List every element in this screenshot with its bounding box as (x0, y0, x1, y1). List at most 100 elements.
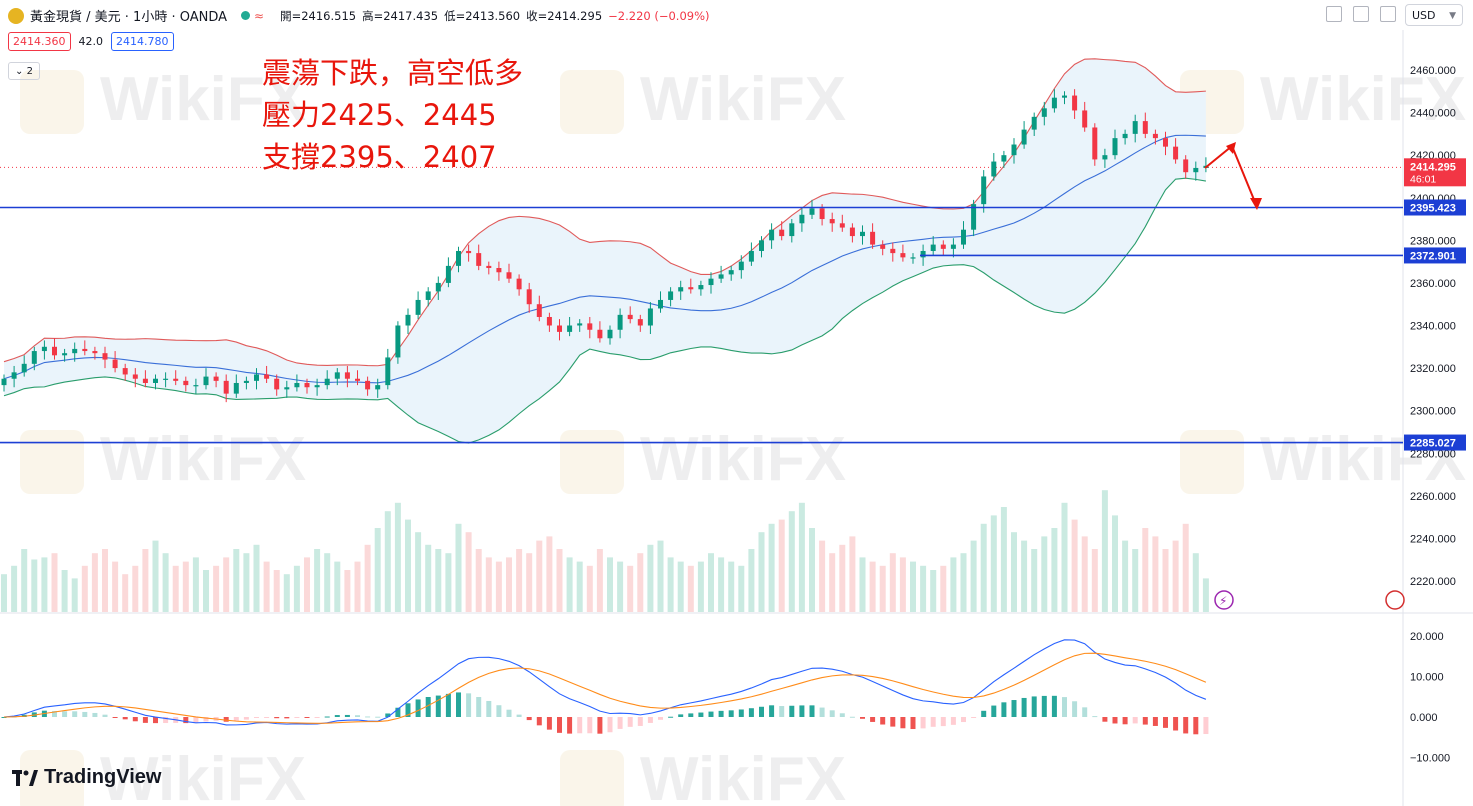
macd-histogram-bar (264, 717, 270, 718)
volume-bar (112, 561, 119, 612)
candle-body (1092, 127, 1098, 160)
volume-bar (1112, 515, 1118, 612)
macd-histogram-bar (1102, 717, 1108, 722)
wikifx-watermark-text: WikiFX (100, 65, 306, 134)
candle-body (385, 357, 391, 386)
volume-bar (617, 561, 624, 612)
volume-bar (435, 549, 442, 612)
wikifx-watermark-badge (20, 430, 84, 494)
ohlc-high: 高=2417.435 (362, 8, 439, 23)
volume-bar (687, 565, 694, 612)
candle-body (496, 268, 502, 273)
macd-histogram-bar (607, 717, 613, 733)
candle-body (1193, 167, 1199, 173)
macd-axis-tick: 0.000 (1410, 712, 1438, 724)
volume-bar (455, 523, 462, 612)
candle-body (1132, 121, 1138, 134)
candle-body (1021, 129, 1027, 145)
currency-select[interactable]: USD ▼ (1405, 4, 1463, 26)
volume-bar (1192, 553, 1199, 612)
candle-body (698, 285, 704, 290)
volume-bar (990, 515, 997, 612)
candle-body (516, 278, 522, 290)
candle-body (355, 378, 360, 381)
level-price-label: 2372.901 (1410, 250, 1456, 262)
support-resistance-lines[interactable] (0, 206, 1403, 444)
macd-histogram-bar (1122, 717, 1128, 725)
analysis-annotation: 震蕩下跌，高空低多 壓力2425、2445 支撐2395、2407 (262, 52, 523, 178)
candle-body (860, 231, 865, 237)
macd-histogram-bar (102, 714, 108, 717)
macd-histogram-bar (880, 717, 886, 725)
wikifx-watermark-badge (560, 70, 624, 134)
tradingview-logo[interactable]: TradingView (12, 766, 161, 789)
candle-body (577, 323, 583, 326)
layout-icon[interactable] (1353, 6, 1369, 22)
price-axis[interactable]: 2460.0002440.0002420.0002400.0002380.000… (1214, 65, 1466, 765)
macd-histogram-bar (486, 700, 492, 717)
price-axis-tick: 2380.000 (1410, 235, 1456, 247)
chevron-down-icon: ▼ (1449, 11, 1456, 21)
candle-body (1102, 155, 1108, 160)
bid-price-button[interactable]: 2414.360 (8, 32, 71, 51)
market-open-icon (241, 11, 251, 20)
volume-bar (920, 565, 927, 612)
chart-header: 黃金現貨 / 美元 · 1小時 · OANDA ≈ 開=2416.515 高=2… (0, 0, 1473, 30)
volume-bar (586, 565, 593, 612)
macd-histogram-bar (890, 717, 896, 727)
candle-body (163, 378, 169, 380)
candle-body (1142, 121, 1148, 134)
candle-body (1122, 133, 1128, 139)
wikifx-watermark-text: WikiFX (1260, 65, 1466, 134)
volume-bar (788, 511, 795, 612)
volume-bar (1122, 540, 1129, 612)
candle-body (668, 291, 674, 300)
macd-histogram-bar (597, 717, 603, 734)
volume-bar (657, 540, 664, 612)
candle-body (41, 346, 47, 352)
candle-body (526, 289, 532, 305)
download-icon[interactable] (1326, 6, 1342, 22)
level-price-label: 2395.423 (1410, 202, 1456, 214)
candle-body (1163, 138, 1168, 147)
symbol-title[interactable]: 黃金現貨 / 美元 · 1小時 · OANDA (30, 10, 228, 25)
volume-bar (71, 578, 78, 612)
volume-bar (91, 553, 98, 612)
macd-histogram-bar (567, 717, 573, 734)
candle-body (213, 376, 219, 381)
volume-bar (415, 532, 422, 612)
volume-bar (647, 544, 654, 612)
volume-bar (506, 557, 512, 612)
volume-bar (1142, 528, 1149, 612)
collapse-indicators-button[interactable]: ⌄ 2 (8, 62, 40, 80)
candle-body (11, 372, 17, 379)
macd-histogram-bar (769, 705, 775, 717)
volume-bar (122, 574, 129, 612)
macd-histogram-bar (688, 713, 694, 717)
macd-histogram-bar (1152, 717, 1158, 726)
macd-histogram-bar (991, 705, 997, 717)
macd-histogram-bar (1031, 696, 1037, 717)
macd-histogram-bar (445, 693, 451, 717)
volume-bar (465, 532, 472, 612)
candle-body (132, 374, 138, 379)
candle-body (72, 348, 78, 354)
candle-body (809, 208, 815, 215)
candle-body (819, 208, 825, 220)
ask-price-button[interactable]: 2414.780 (111, 32, 174, 51)
candle-body (769, 229, 775, 241)
macd-histogram-bar (546, 717, 552, 730)
gold-symbol-icon (8, 7, 24, 24)
candle-body (617, 314, 623, 330)
volume-bar (1061, 502, 1068, 612)
macd-histogram-bar (122, 717, 128, 720)
candle-body (920, 250, 926, 258)
macd-histogram-bar (516, 714, 522, 717)
macd-histogram-bar (294, 717, 300, 718)
volume-bar (536, 540, 543, 612)
macd-histogram-bar (1082, 707, 1088, 717)
macd-signal-line (3, 652, 1207, 724)
candle-body (193, 385, 199, 387)
fullscreen-icon[interactable] (1380, 6, 1396, 22)
